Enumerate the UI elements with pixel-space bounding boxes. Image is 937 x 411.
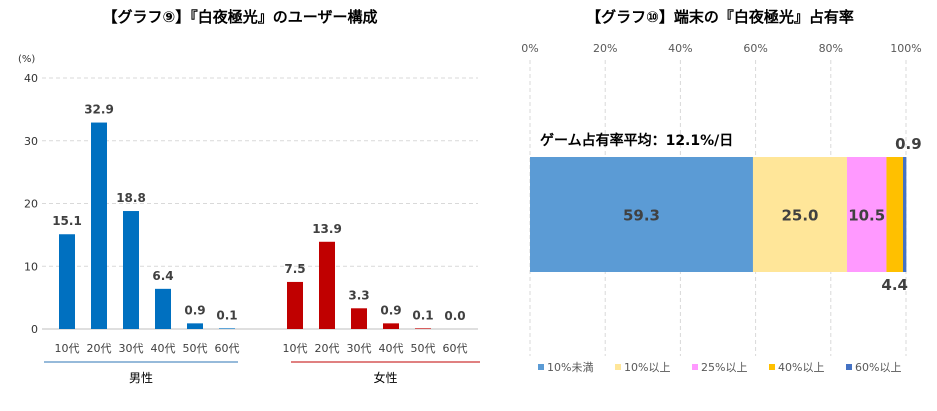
x-axis-categories: 10代 20代 30代 40代 50代 60代 10代 20代 30代 40代 50代 60代 [55,342,468,355]
legend-label: 10%以上 [624,361,670,374]
x-axis-ticks: 0% 20% 40% 60% 80% 100% [521,42,921,55]
x-tick-label: 10代 [55,342,80,355]
data-label: 0.0 [444,309,465,323]
bar-segment [886,157,903,272]
data-label: 32.9 [84,103,114,117]
group-label: 女性 [373,370,397,385]
segment-label: 10.5 [848,207,885,225]
y-tick-label: 20 [24,198,38,211]
data-label: 0.1 [412,308,433,322]
bar [319,241,335,329]
segment-labels: 59.3 25.0 10.5 4.4 0.9 [623,135,922,294]
bar-segment [530,157,753,272]
user-composition-chart: 【グラフ⑨】『白夜極光』のユーザー構成 (%) 0 10 20 30 40 15.1 32… [18,8,480,385]
x-tick-label: 60% [743,42,767,55]
x-tick-label: 40代 [379,342,404,355]
segment-label: 4.4 [881,276,908,294]
grid-lines [42,77,478,330]
device-share-chart: 【グラフ⑩】端末の『白夜極光』占有率 0% 20% 40% 60% 80% 100% ゲー… [521,8,922,374]
annotation-average: ゲーム占有率平均：12.1%/日 [540,132,733,149]
x-tick-label: 50代 [183,342,208,355]
legend-swatch [692,364,698,370]
x-tick-label: 10代 [283,342,308,355]
x-tick-label: 60代 [443,342,468,355]
legend-label: 10%未満 [547,361,593,374]
x-tick-label: 50代 [411,342,436,355]
group-labels: 男性 女性 [44,361,480,385]
y-tick-label: 10 [24,260,38,273]
legend-label: 40%以上 [778,361,824,374]
x-tick-label: 80% [819,42,843,55]
x-tick-label: 20% [593,42,617,55]
stacked-segments [530,157,907,272]
bars [59,122,431,330]
x-tick-label: 100% [890,42,921,55]
legend: 10%未満 10%以上 25%以上 40%以上 60%以上 [538,361,901,374]
segment-label: 59.3 [623,207,660,225]
bar [59,234,75,329]
y-tick-label: 40 [24,72,38,85]
x-tick-label: 0% [521,42,538,55]
x-tick-label: 20代 [87,342,112,355]
chart-right-title: 【グラフ⑩】端末の『白夜極光』占有率 [586,8,854,26]
legend-swatch [538,364,544,370]
x-tick-label: 30代 [347,342,372,355]
segment-label: 0.9 [895,135,922,153]
bar [351,308,367,329]
bar [187,323,203,329]
x-tick-label: 20代 [315,342,340,355]
data-labels: 15.1 32.9 18.8 6.4 0.9 0.1 7.5 13.9 3.3 0.9 0.1 0.0 [52,103,465,323]
group-label: 男性 [129,371,153,385]
x-tick-label: 40代 [151,342,176,355]
data-label: 0.1 [216,308,237,322]
x-tick-label: 60代 [215,342,240,355]
data-label: 0.9 [184,303,205,317]
bar [415,328,431,329]
bar [219,328,235,329]
legend-swatch [846,364,852,370]
bar [287,281,303,329]
data-label: 0.9 [380,303,401,317]
data-label: 13.9 [312,222,342,236]
data-label: 15.1 [52,214,82,228]
bar-segment [752,157,847,272]
data-label: 7.5 [284,262,305,276]
data-label: 18.8 [116,191,146,205]
x-tick-label: 40% [668,42,692,55]
bar [383,323,399,329]
y-axis-unit-label: (%) [18,54,35,65]
legend-label: 25%以上 [701,361,747,374]
legend-swatch [615,364,621,370]
y-tick-label: 30 [24,135,38,148]
bar-segment [846,157,887,272]
segment-label: 25.0 [781,207,818,225]
chart-left-title: 【グラフ⑨】『白夜極光』のユーザー構成 [103,8,378,26]
bar [123,211,139,329]
data-label: 6.4 [152,269,173,283]
x-tick-label: 30代 [119,342,144,355]
y-axis-ticks: 0 10 20 30 40 [24,72,38,336]
legend-swatch [769,364,775,370]
bar [91,122,107,330]
bar-segment [902,157,907,272]
data-label: 3.3 [348,288,369,302]
y-tick-label: 0 [31,323,38,336]
bar [155,288,171,329]
legend-label: 60%以上 [855,361,901,374]
